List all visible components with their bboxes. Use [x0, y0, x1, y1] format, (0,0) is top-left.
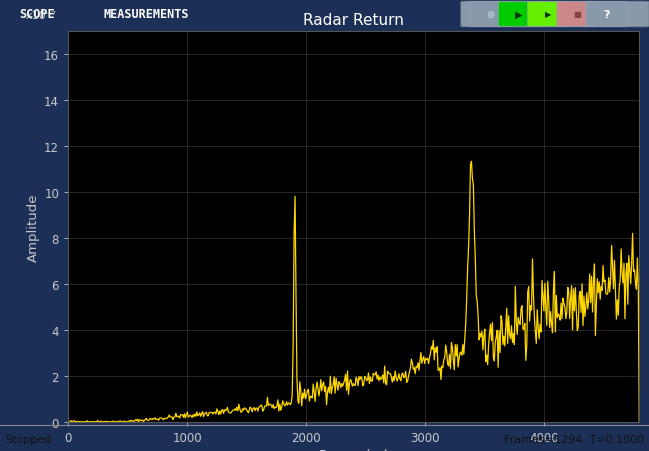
Text: Stopped: Stopped	[5, 434, 51, 444]
X-axis label: Range (m): Range (m)	[319, 448, 389, 451]
Text: x10⁻⁷: x10⁻⁷	[25, 10, 56, 20]
Text: Frames=1294  T=0.1000: Frames=1294 T=0.1000	[504, 434, 644, 444]
Text: ▶: ▶	[545, 10, 552, 19]
FancyBboxPatch shape	[461, 2, 649, 28]
FancyBboxPatch shape	[528, 3, 569, 27]
Text: MEASUREMENTS: MEASUREMENTS	[104, 9, 190, 22]
FancyBboxPatch shape	[498, 3, 540, 27]
Text: ?: ?	[604, 10, 610, 20]
Y-axis label: Amplitude: Amplitude	[27, 193, 40, 261]
FancyBboxPatch shape	[557, 3, 598, 27]
Text: ⊛: ⊛	[486, 10, 494, 20]
FancyBboxPatch shape	[586, 3, 628, 27]
Text: ▶: ▶	[515, 10, 523, 20]
Title: Radar Return: Radar Return	[303, 13, 404, 28]
FancyBboxPatch shape	[469, 3, 511, 27]
Text: SCOPE: SCOPE	[19, 9, 55, 22]
Text: ■: ■	[574, 10, 582, 19]
